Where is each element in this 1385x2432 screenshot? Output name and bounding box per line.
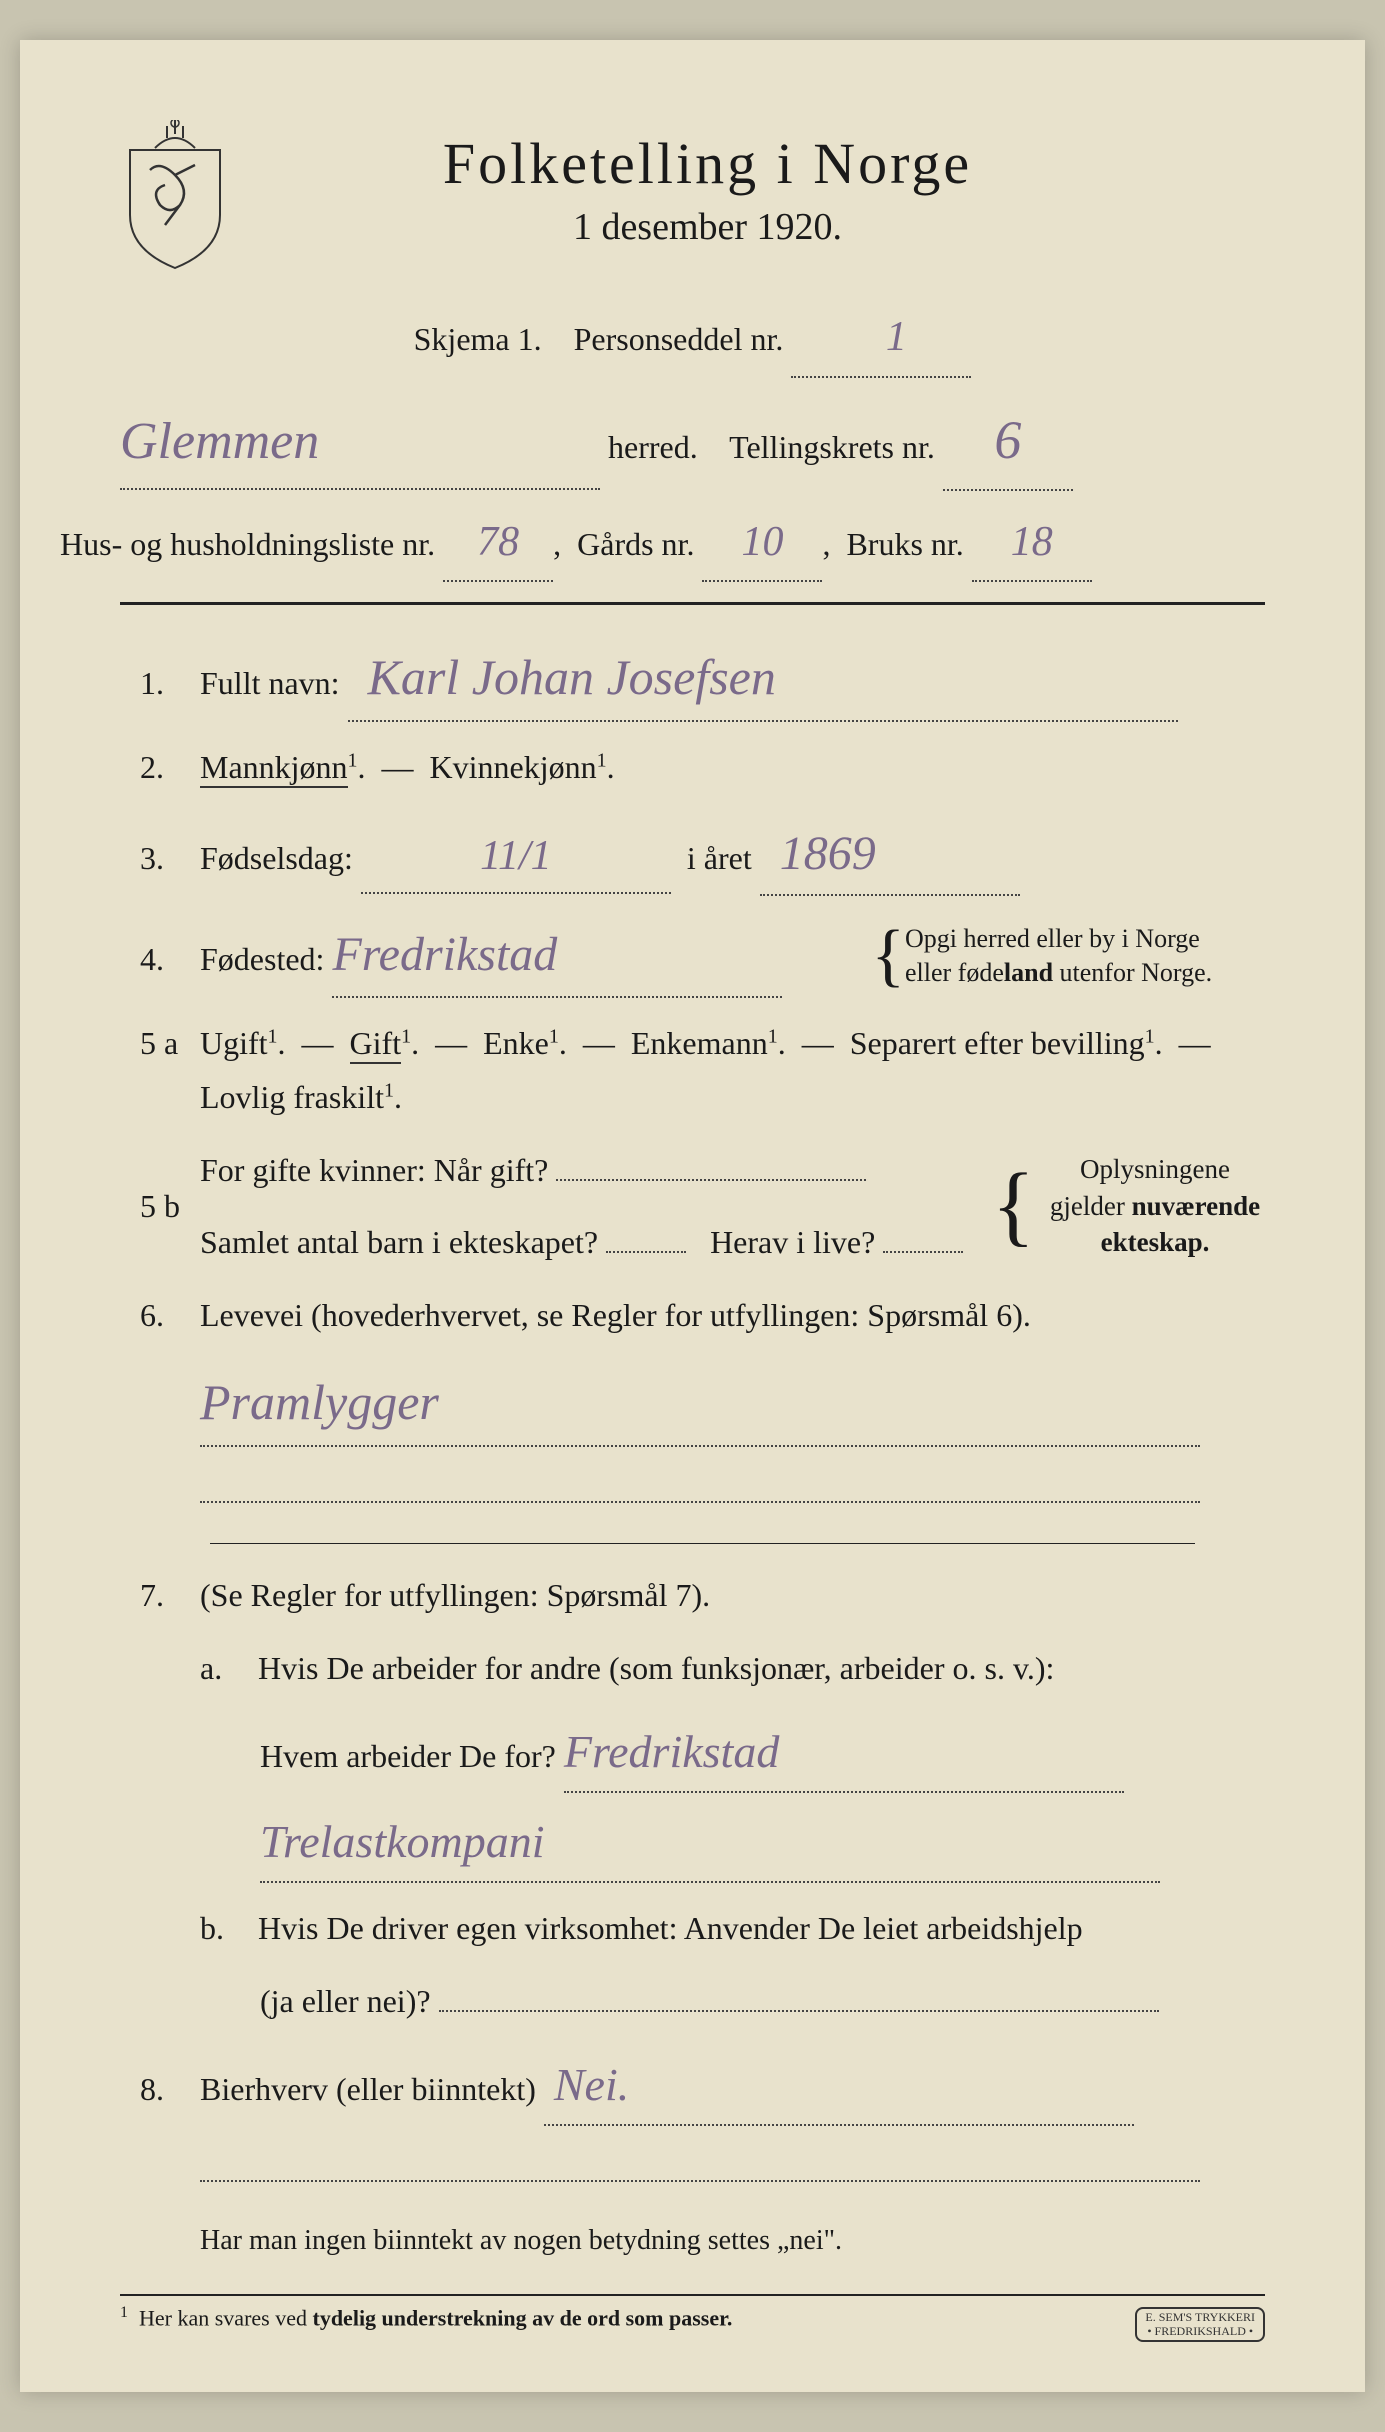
q1-value: Karl Johan Josefsen (348, 649, 776, 705)
q4-value: Fredrikstad (332, 928, 557, 981)
q3-day: 11/1 (480, 833, 552, 879)
printer-l1: E. SEM'S TRYKKERI (1145, 2311, 1255, 2324)
q6-value-row: Pramlygger (120, 1360, 1265, 1447)
q4-num: 4. (120, 932, 200, 986)
q7a-line2: Hvem arbeider De for? (260, 1738, 556, 1774)
q2-row: 2. Mannkjønn1. — Kvinnekjønn1. (120, 740, 1265, 794)
q6-value: Pramlygger (200, 1374, 439, 1430)
q7b-line2: (ja eller nei)? (260, 1983, 431, 2019)
q1-row: 1. Fullt navn: Karl Johan Josefsen (120, 635, 1265, 722)
subtitle: 1 desember 1920. (260, 205, 1155, 249)
footnote-marker: 1 (120, 2304, 128, 2321)
q7b-row: b. Hvis De driver egen virksomhet: Anven… (120, 1901, 1265, 2028)
q4-label: Fødested: (200, 941, 324, 977)
meta-line-3: Hus- og husholdningsliste nr. 78 , Gårds… (60, 505, 1265, 583)
footnote: 1 Her kan svares ved tydelig understrekn… (120, 2304, 1265, 2331)
gards-label: Gårds nr. (577, 526, 694, 562)
q6-blank-row (120, 1465, 1265, 1519)
q6-label: Levevei (hovederhvervet, se Regler for u… (200, 1297, 1031, 1333)
q7b-line1: Hvis De driver egen virksomhet: Anvender… (258, 1910, 1083, 1946)
gards-nr: 10 (741, 519, 783, 565)
q5b-num: 5 b (120, 1179, 200, 1233)
q5a-opt-enkemann: Enkemann (631, 1025, 768, 1061)
footnote-before: Her kan svares ved (139, 2306, 313, 2331)
q7a-value2: Trelastkompani (260, 1816, 545, 1867)
q5a-opt-gift: Gift (350, 1025, 402, 1064)
q7a-row: a. Hvis De arbeider for andre (som funks… (120, 1641, 1265, 1884)
q8-num: 8. (120, 2062, 200, 2116)
divider-mid (210, 1543, 1195, 1544)
q5b-label3: Herav i live? (710, 1224, 875, 1260)
q8-row: 8. Bierhverv (eller biinntekt) Nei. (120, 2046, 1265, 2126)
coat-of-arms-icon (120, 120, 230, 270)
printer-l2: • FREDRIKSHALD • (1145, 2325, 1255, 2338)
q3-year: 1869 (760, 827, 876, 880)
census-form-page: Folketelling i Norge 1 desember 1920. Sk… (20, 40, 1365, 2392)
husliste-nr: 78 (477, 519, 519, 565)
header: Folketelling i Norge 1 desember 1920. (120, 130, 1265, 270)
q2-kvinne: Kvinnekjønn (430, 749, 597, 785)
q5a-opt-separert: Separert efter bevilling (850, 1025, 1145, 1061)
q8-blank-row (120, 2144, 1265, 2198)
q5b-side-l1: Oplysningene (1045, 1151, 1265, 1187)
brace-icon-2: { (992, 1170, 1035, 1242)
q7-label: (Se Regler for utfyllingen: Spørsmål 7). (200, 1577, 710, 1613)
bruks-nr: 18 (1011, 519, 1053, 565)
herred-label: herred. (608, 429, 698, 465)
q2-mann: Mannkjønn (200, 749, 348, 788)
q5a-opt-fraskilt: Lovlig fraskilt (200, 1079, 384, 1115)
q7a-num: a. (200, 1641, 250, 1695)
q3-year-label: i året (687, 840, 752, 876)
skjema-label: Skjema 1. (414, 321, 542, 357)
q7-num: 7. (120, 1568, 200, 1622)
tellingskrets-label: Tellingskrets nr. (729, 429, 935, 465)
q5a-row: 5 a Ugift1. — Gift1. — Enke1. — Enkemann… (120, 1016, 1265, 1125)
footnote-bold: tydelig understrekning av de ord som pas… (313, 2306, 733, 2331)
tellingskrets-nr: 6 (994, 410, 1021, 470)
q4-row: 4. Fødested: Fredrikstad { Opgi herred e… (120, 914, 1265, 998)
q3-num: 3. (120, 831, 200, 885)
meta-line-1: Skjema 1. Personseddel nr. 1 (120, 300, 1265, 378)
personseddel-nr: 1 (856, 314, 907, 360)
bruks-label: Bruks nr. (846, 526, 963, 562)
footnote-bar: 1 Her kan svares ved tydelig understrekn… (120, 2294, 1265, 2331)
title-block: Folketelling i Norge 1 desember 1920. (260, 130, 1265, 249)
divider-top (120, 602, 1265, 605)
q5b-sidenote: Oplysningene gjelder nuværende ekteskap. (1045, 1151, 1265, 1260)
q6-num: 6. (120, 1288, 200, 1342)
meta-line-2: Glemmen herred. Tellingskrets nr. 6 (120, 392, 1265, 491)
q5a-opt-enke: Enke (483, 1025, 549, 1061)
q4-note-l1: Opgi herred eller by i Norge (905, 922, 1265, 956)
q1-num: 1. (120, 656, 200, 710)
q8-label: Bierhverv (eller biinntekt) (200, 2071, 536, 2107)
q7b-num: b. (200, 1901, 250, 1955)
q7a-value1: Fredrikstad (564, 1726, 780, 1777)
q3-row: 3. Fødselsdag: 11/1 i året 1869 (120, 813, 1265, 897)
main-title: Folketelling i Norge (260, 130, 1155, 197)
herred-value: Glemmen (120, 413, 319, 470)
q3-label: Fødselsdag: (200, 840, 353, 876)
q7-row: 7. (Se Regler for utfyllingen: Spørsmål … (120, 1568, 1265, 1622)
q8-value: Nei. (544, 2059, 629, 2110)
q2-num: 2. (120, 740, 200, 794)
q1-label: Fullt navn: (200, 665, 340, 701)
q5a-opt-ugift: Ugift (200, 1025, 268, 1061)
q5b-label2: Samlet antal barn i ekteskapet? (200, 1224, 598, 1260)
personseddel-label: Personseddel nr. (574, 321, 784, 357)
q4-note: Opgi herred eller by i Norge eller fødel… (905, 922, 1265, 990)
post-note: Har man ingen biinntekt av nogen betydni… (200, 2217, 1265, 2265)
q6-row: 6. Levevei (hovederhvervet, se Regler fo… (120, 1288, 1265, 1342)
printer-mark: E. SEM'S TRYKKERI • FREDRIKSHALD • (1135, 2307, 1265, 2341)
post-note-row: Har man ingen biinntekt av nogen betydni… (120, 2217, 1265, 2265)
q5a-num: 5 a (120, 1016, 200, 1070)
q7a-line1: Hvis De arbeider for andre (som funksjon… (258, 1650, 1054, 1686)
husliste-label: Hus- og husholdningsliste nr. (60, 526, 435, 562)
q5b-row: 5 b For gifte kvinner: Når gift? Samlet … (120, 1143, 1265, 1270)
brace-icon: { (871, 928, 905, 984)
q5b-label1: For gifte kvinner: Når gift? (200, 1152, 548, 1188)
